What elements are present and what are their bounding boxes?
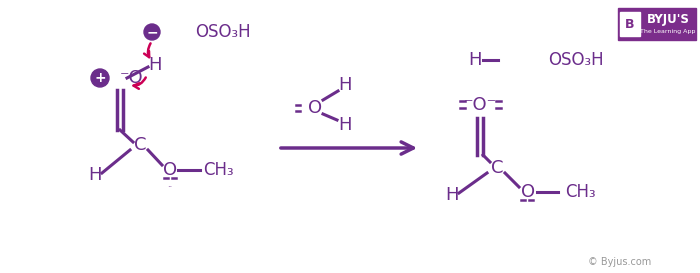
Bar [618,8,696,40]
Text: H: H [338,116,351,134]
Text: H: H [88,166,102,184]
Text: ⁻O: ⁻O [120,69,144,87]
Text: CH₃: CH₃ [203,161,233,179]
Text: OSO₃H: OSO₃H [548,51,603,69]
Text: ⁻O⁻: ⁻O⁻ [463,96,496,114]
Text: O: O [521,183,535,201]
Text: −: − [146,25,158,39]
Circle shape [144,24,160,40]
Text: © Byjus.com: © Byjus.com [589,257,652,267]
Text: H: H [148,56,162,74]
Text: O: O [163,161,177,179]
Text: ..: .. [167,180,173,189]
Circle shape [91,69,109,87]
Text: CH₃: CH₃ [565,183,595,201]
Text: The Learning App: The Learning App [640,28,696,34]
Bar [620,12,640,36]
Text: C: C [134,136,146,154]
Text: H: H [445,186,458,204]
Text: H: H [338,76,351,94]
Text: B: B [625,17,635,31]
Text: C: C [491,159,503,177]
Text: +: + [94,71,106,85]
Text: H: H [468,51,482,69]
Text: BYJU'S: BYJU'S [647,13,690,26]
Text: O: O [308,99,322,117]
Text: OSO₃H: OSO₃H [195,23,251,41]
